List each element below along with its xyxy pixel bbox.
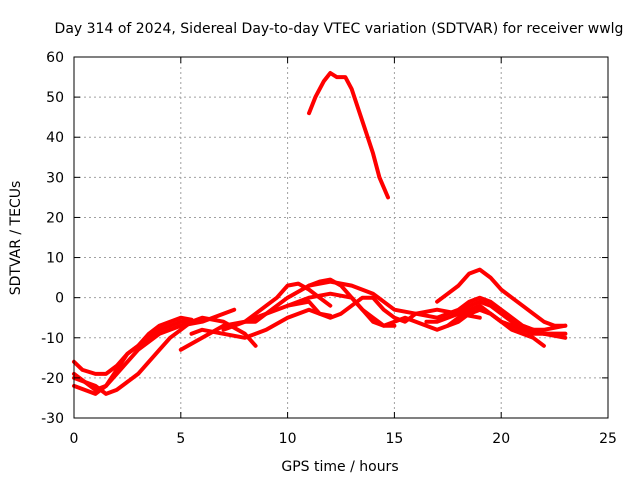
y-tick-label: -20 bbox=[41, 371, 64, 387]
series-line-sat-d bbox=[72, 315, 258, 396]
x-tick-label: 25 bbox=[599, 431, 617, 447]
y-tick-label: 40 bbox=[46, 130, 64, 146]
series-line-sat-b bbox=[72, 307, 237, 396]
y-tick-label: 30 bbox=[46, 170, 64, 186]
x-tick-label: 15 bbox=[385, 431, 403, 447]
y-tick-label: 10 bbox=[46, 251, 64, 267]
series-line-sat-c bbox=[72, 319, 194, 376]
series-line-sat-e bbox=[178, 291, 397, 352]
plot-frame bbox=[73, 56, 609, 419]
y-tick-label: 20 bbox=[46, 210, 64, 226]
series-line-sat-h bbox=[242, 281, 333, 324]
chart-title: Day 314 of 2024, Sidereal Day-to-day VTE… bbox=[55, 21, 624, 37]
series-line-sat-i bbox=[285, 295, 482, 324]
x-tick-label: 20 bbox=[492, 431, 510, 447]
x-tick-label: 5 bbox=[176, 431, 185, 447]
y-tick-label: 0 bbox=[55, 291, 64, 307]
y-tick-label: -30 bbox=[41, 411, 64, 427]
y-axis-title: SDTVAR / TECUs bbox=[8, 181, 24, 296]
x-axis-title: GPS time / hours bbox=[281, 459, 398, 475]
x-tick-label: 0 bbox=[70, 431, 79, 447]
series-line-sat-l bbox=[435, 267, 568, 328]
ticks: -30 -20 -10 0 10 20 30 40 50 60 0 5 10 15 20 25 bbox=[41, 50, 617, 447]
series-layer bbox=[72, 71, 568, 396]
y-tick-label: -10 bbox=[41, 331, 64, 347]
series-line-sat-p bbox=[467, 307, 546, 348]
y-tick-label: 60 bbox=[46, 50, 64, 66]
series-line-sat-f bbox=[189, 307, 333, 340]
grid bbox=[74, 57, 608, 418]
series-line-sat-k bbox=[307, 71, 390, 200]
x-tick-label: 10 bbox=[279, 431, 297, 447]
y-tick-label: 50 bbox=[46, 90, 64, 106]
